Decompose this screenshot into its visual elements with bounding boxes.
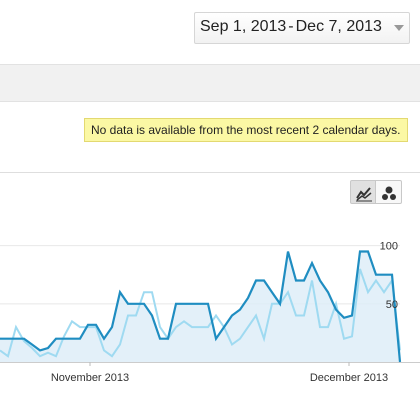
line-chart-toggle[interactable] xyxy=(350,180,376,204)
series-line-primary xyxy=(0,250,402,363)
motion-chart-icon xyxy=(382,186,396,200)
section-divider xyxy=(0,172,420,173)
y-tick-label: 50 xyxy=(386,299,398,311)
motion-chart-toggle[interactable] xyxy=(376,180,402,204)
x-tick-label: November 2013 xyxy=(51,372,129,384)
date-range-text: Sep 1, 2013- Dec 7, 2013 xyxy=(200,18,382,36)
chevron-down-icon xyxy=(394,25,404,31)
date-start: Sep 1, 2013 xyxy=(200,18,287,35)
line-chart: 50 100 November 2013 December 2013 xyxy=(0,241,420,384)
date-separator: - xyxy=(288,18,294,35)
y-tick-label: 100 xyxy=(380,241,398,253)
primary-series-area xyxy=(0,251,400,362)
series-line-secondary xyxy=(0,268,401,358)
date-range-picker[interactable]: Sep 1, 2013- Dec 7, 2013 xyxy=(194,12,410,44)
no-data-notice: No data is available from the most recen… xyxy=(84,118,408,142)
line-chart-icon xyxy=(356,187,372,202)
date-end: Dec 7, 2013 xyxy=(295,18,382,35)
toolbar-band xyxy=(0,64,420,102)
x-tick-label: December 2013 xyxy=(310,372,388,384)
header: Sep 1, 2013- Dec 7, 2013 xyxy=(0,0,420,64)
